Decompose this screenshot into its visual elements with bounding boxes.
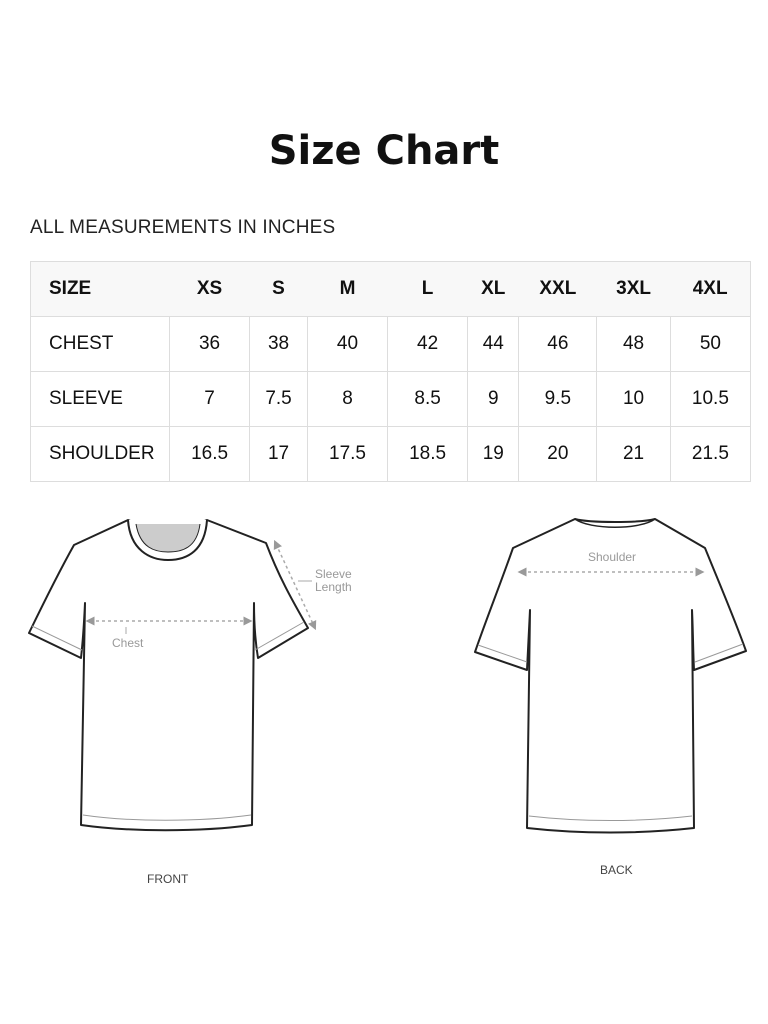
table-cell: 21 bbox=[596, 426, 671, 482]
header-cell: 3XL bbox=[596, 261, 671, 317]
table-cell: 17.5 bbox=[306, 426, 389, 482]
table-row: CHEST 36 38 40 42 44 46 48 50 bbox=[30, 316, 752, 372]
shoulder-label: Shoulder bbox=[588, 550, 637, 564]
table-cell: 20 bbox=[518, 426, 598, 482]
header-cell: XL bbox=[467, 261, 519, 317]
table-cell: 8 bbox=[306, 371, 389, 427]
sleeve-length-label-line2: Length bbox=[315, 580, 352, 594]
table-cell: 10.5 bbox=[669, 371, 752, 427]
table-row: SHOULDER 16.5 17 17.5 18.5 19 20 21 21.5 bbox=[30, 426, 752, 482]
header-cell: XS bbox=[169, 261, 250, 317]
sleeve-length-label-line1: Sleeve bbox=[315, 567, 352, 581]
table-header-row: SIZE XS S M L XL XXL 3XL 4XL bbox=[30, 261, 752, 317]
table-cell: 17 bbox=[249, 426, 308, 482]
measurement-note: ALL MEASUREMENTS IN INCHES bbox=[30, 217, 336, 238]
row-label: SLEEVE bbox=[30, 371, 170, 427]
table-cell: 9.5 bbox=[518, 371, 598, 427]
tshirt-illustrations bbox=[28, 518, 747, 834]
table-cell: 7 bbox=[168, 371, 251, 427]
table-cell: 7.5 bbox=[249, 371, 308, 427]
table-cell: 44 bbox=[467, 316, 520, 372]
header-cell: M bbox=[307, 261, 388, 317]
table-cell: 38 bbox=[249, 316, 308, 372]
header-cell: SIZE bbox=[30, 261, 170, 317]
table-cell: 46 bbox=[518, 316, 598, 372]
table-cell: 10 bbox=[596, 371, 671, 427]
row-label: SHOULDER bbox=[30, 426, 170, 482]
table-cell: 18.5 bbox=[387, 426, 469, 482]
table-cell: 40 bbox=[306, 316, 389, 372]
table-cell: 50 bbox=[669, 316, 752, 372]
row-label: CHEST bbox=[30, 316, 170, 372]
table-cell: 48 bbox=[596, 316, 671, 372]
back-label: BACK bbox=[600, 863, 633, 877]
back-tshirt-drawing bbox=[474, 518, 747, 834]
table-cell: 19 bbox=[467, 426, 520, 482]
table-cell: 16.5 bbox=[168, 426, 251, 482]
table-cell: 9 bbox=[467, 371, 520, 427]
front-label: FRONT bbox=[147, 872, 189, 886]
table-row: SLEEVE 7 7.5 8 8.5 9 9.5 10 10.5 bbox=[30, 371, 752, 427]
table-cell: 21.5 bbox=[669, 426, 752, 482]
front-tshirt-drawing bbox=[28, 519, 317, 832]
page-title: Size Chart bbox=[268, 128, 500, 174]
header-cell: XXL bbox=[518, 261, 597, 317]
table-cell: 42 bbox=[387, 316, 469, 372]
table-cell: 8.5 bbox=[387, 371, 469, 427]
header-cell: 4XL bbox=[670, 261, 752, 317]
header-cell: L bbox=[387, 261, 468, 317]
table-cell: 36 bbox=[168, 316, 251, 372]
header-cell: S bbox=[249, 261, 308, 317]
chest-label: Chest bbox=[112, 636, 144, 650]
size-table: SIZE XS S M L XL XXL 3XL 4XL CHEST 36 38… bbox=[30, 261, 752, 482]
